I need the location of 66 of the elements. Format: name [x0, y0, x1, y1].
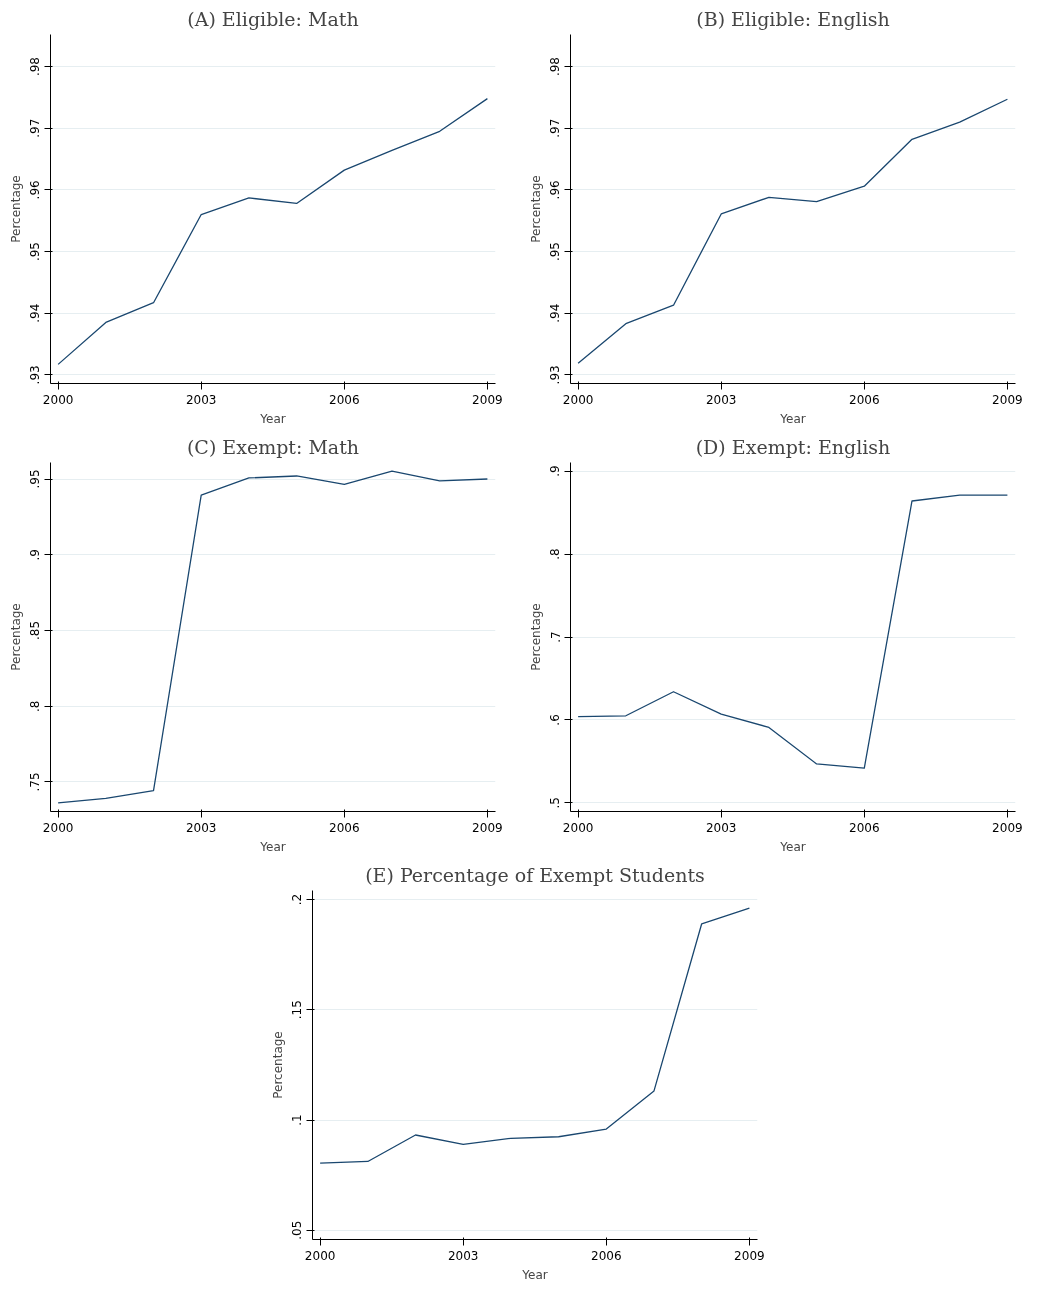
- y-tick-label: .8: [548, 548, 563, 560]
- x-tick-label: 2003: [185, 820, 217, 835]
- x-tick-label: 2006: [849, 392, 880, 407]
- x-axis-title: Year: [521, 1267, 548, 1282]
- y-tick-label: .05: [290, 1220, 305, 1240]
- line-series: [57, 470, 489, 804]
- y-tick-label: .94: [28, 303, 43, 323]
- y-axis-title: Percentage: [270, 1031, 285, 1099]
- chart-title: (D) Exempt: English: [695, 435, 891, 458]
- y-tick-label: .95: [548, 241, 563, 262]
- x-tick-label: 2003: [705, 820, 737, 835]
- y-axis-title: Percentage: [8, 175, 23, 243]
- y-tick-label: .95: [28, 469, 43, 489]
- y-tick-label: .97: [548, 118, 563, 138]
- line-series: [57, 97, 489, 366]
- y-tick-label: .95: [28, 241, 43, 262]
- x-tick-label: 2003: [447, 1248, 479, 1263]
- chart-title: (B) Eligible: English: [696, 7, 890, 30]
- x-axis-title: Year: [259, 411, 286, 426]
- y-tick-label: .93: [28, 365, 43, 385]
- y-axis-title: Percentage: [528, 603, 543, 671]
- y-tick-label: .96: [28, 180, 43, 200]
- y-tick-label: .2: [290, 893, 305, 906]
- y-axis-title: Percentage: [8, 603, 23, 671]
- y-tick-label: .96: [548, 180, 563, 200]
- y-tick-label: .97: [28, 118, 43, 138]
- x-tick-label: 2000: [304, 1248, 336, 1263]
- line-series: [577, 494, 1009, 769]
- x-tick-label: 2003: [185, 392, 217, 407]
- x-tick-label: 2006: [849, 820, 880, 835]
- y-tick-label: .98: [548, 57, 563, 77]
- x-axis-title: Year: [779, 411, 806, 426]
- x-tick-label: 2006: [591, 1248, 622, 1263]
- line-series: [319, 907, 751, 1164]
- y-tick-label: .15: [290, 1000, 305, 1020]
- chart-title: (A) Eligible: Math: [187, 7, 359, 30]
- x-tick-label: 2009: [472, 392, 503, 407]
- y-axis-title: Percentage: [528, 175, 543, 243]
- x-tick-label: 2009: [472, 820, 503, 835]
- y-tick-label: .1: [290, 1114, 305, 1126]
- x-tick-label: 2006: [329, 820, 360, 835]
- x-axis-title: Year: [779, 839, 806, 854]
- y-tick-label: .8: [28, 700, 43, 712]
- x-tick-label: 2009: [734, 1248, 765, 1263]
- x-tick-label: 2009: [992, 820, 1023, 835]
- y-tick-label: .7: [548, 631, 563, 643]
- x-tick-label: 2003: [705, 392, 737, 407]
- line-series: [577, 98, 1009, 364]
- x-tick-label: 2000: [562, 392, 594, 407]
- y-tick-label: .75: [28, 772, 43, 792]
- chart-title: (C) Exempt: Math: [186, 435, 360, 458]
- y-tick-label: .85: [28, 620, 43, 641]
- y-tick-label: .5: [548, 797, 563, 809]
- x-tick-label: 2000: [42, 392, 74, 407]
- y-tick-label: .94: [548, 303, 563, 323]
- y-tick-label: .9: [28, 549, 43, 561]
- x-tick-label: 2000: [42, 820, 74, 835]
- y-tick-label: .93: [548, 365, 563, 385]
- y-tick-label: .98: [28, 57, 43, 77]
- x-tick-label: 2006: [329, 392, 360, 407]
- y-tick-label: .6: [548, 714, 563, 726]
- y-tick-label: .9: [548, 465, 563, 477]
- chart-title: (E) Percentage of Exempt Students: [365, 863, 705, 886]
- x-axis-title: Year: [259, 839, 286, 854]
- x-tick-label: 2009: [992, 392, 1023, 407]
- x-tick-label: 2000: [562, 820, 594, 835]
